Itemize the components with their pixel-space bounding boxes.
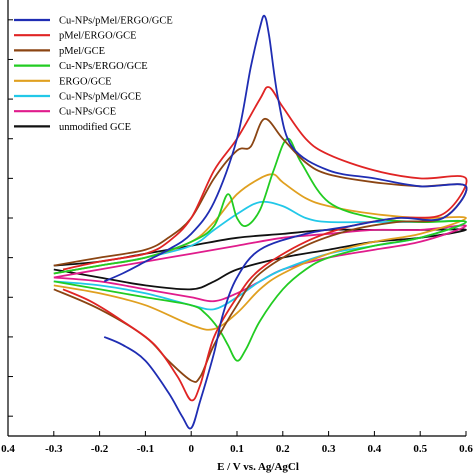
legend-label-unmodified-gce: unmodified GCE	[59, 122, 131, 133]
legend-label-ergo-gce: ERGO/GCE	[59, 76, 112, 87]
series-line-cu-nps-gce	[53, 224, 467, 303]
x-tick-label: -0.2	[91, 443, 109, 455]
x-tick-label: 0.4	[1, 443, 15, 455]
series-line-ergo-gce	[53, 173, 467, 331]
x-tick-label: -0.3	[45, 443, 63, 455]
legend-label-cu-nps-pmel-gce: Cu-NPs/pMel/GCE	[59, 92, 141, 103]
x-tick-label: 0.4	[368, 443, 382, 455]
legend-label-cu-nps-gce: Cu-NPs/GCE	[59, 107, 116, 118]
x-tick-label: -0.1	[137, 443, 154, 455]
legend-label-pmel-ergo-gce: pMel/ERGO/GCE	[59, 31, 137, 42]
x-tick-label: 0.5	[413, 443, 427, 455]
x-axis-label: E / V vs. Ag/AgCl	[217, 461, 299, 473]
legend-label-cu-nps-ergo-gce: Cu-NPs/ERGO/GCE	[59, 61, 148, 72]
x-tick-label: 0.3	[322, 443, 336, 455]
series-line-pmel-ergo-gce	[62, 86, 468, 402]
x-tick-label: 0.2	[276, 443, 290, 455]
series-line-cu-nps-pmel-ergo-gce	[103, 14, 468, 430]
axes: 0.4 -0.3 -0.2 -0.1 0 0.1 0.2 0.3 0.4 0.5 0.6	[1, 0, 473, 455]
x-tick-label: 0	[188, 443, 194, 455]
legend: Cu-NPs/pMel/ERGO/GCE pMel/ERGO/GCE pMel/GC…	[14, 16, 173, 133]
series-group	[53, 14, 468, 430]
x-tick-label: 0.6	[459, 443, 473, 455]
legend-label-cu-nps-pmel-ergo-gce: Cu-NPs/pMel/ERGO/GCE	[59, 16, 173, 27]
legend-label-pmel-gce: pMel/GCE	[59, 46, 105, 57]
x-tick-label: 0.1	[230, 443, 244, 455]
